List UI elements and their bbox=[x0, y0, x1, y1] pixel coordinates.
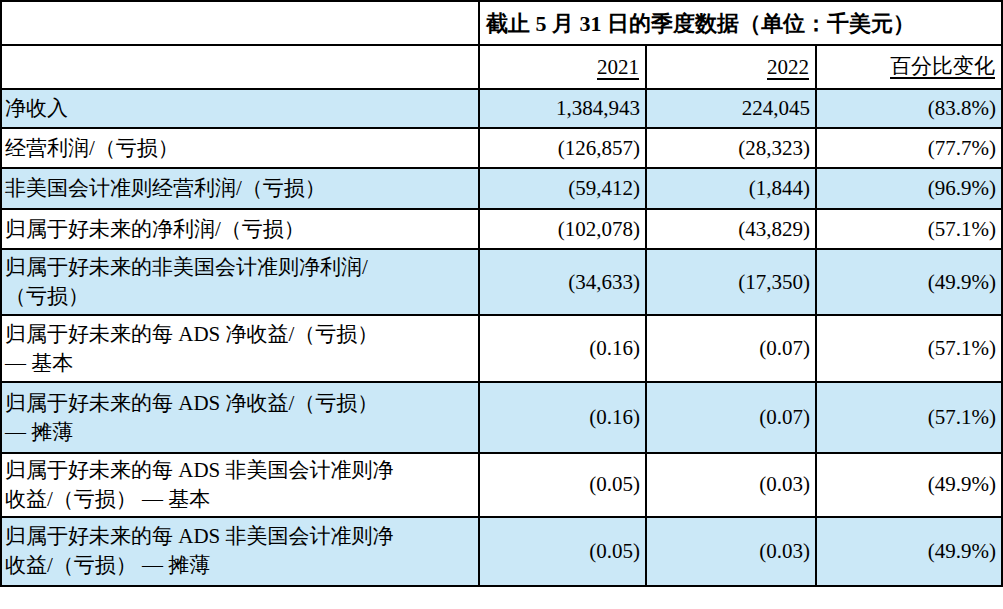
title-row: 截止 5 月 31 日的季度数据（单位：千美元） bbox=[1, 1, 1002, 45]
value-2021-cell: (0.05) bbox=[479, 453, 646, 517]
column-header-2021: 2021 bbox=[479, 45, 646, 89]
row-label-cell: 归属于好未来的每 ADS 非美国会计准则净 收益/（亏损） — 基本 bbox=[1, 453, 479, 517]
row-label-cell: 归属于好未来的每 ADS 净收益/（亏损） — 摊薄 bbox=[1, 382, 479, 453]
table-row: 归属于好未来的每 ADS 非美国会计准则净 收益/（亏损） — 摊薄(0.05)… bbox=[1, 517, 1002, 586]
value-2021-cell: (0.05) bbox=[479, 517, 646, 586]
table-row: 净收入1,384,943224,045(83.8%) bbox=[1, 89, 1002, 128]
value-2022-cell: (1,844) bbox=[646, 168, 816, 209]
value-2021-cell: (126,857) bbox=[479, 128, 646, 168]
corner-cell-2 bbox=[1, 45, 479, 89]
value-2022-cell: (0.07) bbox=[646, 382, 816, 453]
value-2022-cell: (17,350) bbox=[646, 249, 816, 315]
table-row: 归属于好未来的非美国会计准则净利润/ （亏损）(34,633)(17,350)(… bbox=[1, 249, 1002, 315]
table-row: 归属于好未来的每 ADS 非美国会计准则净 收益/（亏损） — 基本(0.05)… bbox=[1, 453, 1002, 517]
percent-change-cell: (49.9%) bbox=[816, 453, 1002, 517]
percent-change-cell: (77.7%) bbox=[816, 128, 1002, 168]
percent-change-cell: (49.9%) bbox=[816, 249, 1002, 315]
column-header-2021-label: 2021 bbox=[597, 55, 639, 79]
row-label-cell: 归属于好未来的每 ADS 非美国会计准则净 收益/（亏损） — 摊薄 bbox=[1, 517, 479, 586]
value-2021-cell: (59,412) bbox=[479, 168, 646, 209]
column-header-2022: 2022 bbox=[646, 45, 816, 89]
percent-change-cell: (57.1%) bbox=[816, 315, 1002, 382]
row-label-cell: 归属于好未来的每 ADS 净收益/（亏损） — 基本 bbox=[1, 315, 479, 382]
value-2022-cell: (0.07) bbox=[646, 315, 816, 382]
row-label-cell: 归属于好未来的净利润/（亏损） bbox=[1, 209, 479, 249]
row-label-cell: 净收入 bbox=[1, 89, 479, 128]
percent-change-cell: (57.1%) bbox=[816, 209, 1002, 249]
value-2021-cell: (102,078) bbox=[479, 209, 646, 249]
value-2021-cell: (0.16) bbox=[479, 382, 646, 453]
table-row: 归属于好未来的净利润/（亏损）(102,078)(43,829)(57.1%) bbox=[1, 209, 1002, 249]
value-2021-cell: (0.16) bbox=[479, 315, 646, 382]
value-2022-cell: (43,829) bbox=[646, 209, 816, 249]
row-label-cell: 非美国会计准则经营利润/（亏损） bbox=[1, 168, 479, 209]
table-row: 非美国会计准则经营利润/（亏损）(59,412)(1,844)(96.9%) bbox=[1, 168, 1002, 209]
value-2022-cell: 224,045 bbox=[646, 89, 816, 128]
row-label-cell: 经营利润/（亏损） bbox=[1, 128, 479, 168]
percent-change-cell: (96.9%) bbox=[816, 168, 1002, 209]
percent-change-cell: (83.8%) bbox=[816, 89, 1002, 128]
column-header-percent-change: 百分比变化 bbox=[816, 45, 1002, 89]
value-2021-cell: (34,633) bbox=[479, 249, 646, 315]
column-header-row: 2021 2022 百分比变化 bbox=[1, 45, 1002, 89]
column-header-percent-change-label: 百分比变化 bbox=[890, 54, 995, 78]
percent-change-cell: (49.9%) bbox=[816, 517, 1002, 586]
row-label-cell: 归属于好未来的非美国会计准则净利润/ （亏损） bbox=[1, 249, 479, 315]
percent-change-cell: (57.1%) bbox=[816, 382, 1002, 453]
value-2022-cell: (0.03) bbox=[646, 517, 816, 586]
table-row: 经营利润/（亏损）(126,857)(28,323)(77.7%) bbox=[1, 128, 1002, 168]
value-2022-cell: (0.03) bbox=[646, 453, 816, 517]
table-row: 归属于好未来的每 ADS 净收益/（亏损） — 基本(0.16)(0.07)(5… bbox=[1, 315, 1002, 382]
value-2022-cell: (28,323) bbox=[646, 128, 816, 168]
table-title: 截止 5 月 31 日的季度数据（单位：千美元） bbox=[479, 1, 1002, 45]
value-2021-cell: 1,384,943 bbox=[479, 89, 646, 128]
corner-cell bbox=[1, 1, 479, 45]
column-header-2022-label: 2022 bbox=[767, 55, 809, 79]
table-row: 归属于好未来的每 ADS 净收益/（亏损） — 摊薄(0.16)(0.07)(5… bbox=[1, 382, 1002, 453]
table-body: 净收入1,384,943224,045(83.8%)经营利润/（亏损）(126,… bbox=[1, 89, 1002, 586]
financial-data-table: 截止 5 月 31 日的季度数据（单位：千美元） 2021 2022 百分比变化… bbox=[0, 0, 1003, 587]
quarterly-financials-table: 截止 5 月 31 日的季度数据（单位：千美元） 2021 2022 百分比变化… bbox=[0, 0, 1003, 609]
